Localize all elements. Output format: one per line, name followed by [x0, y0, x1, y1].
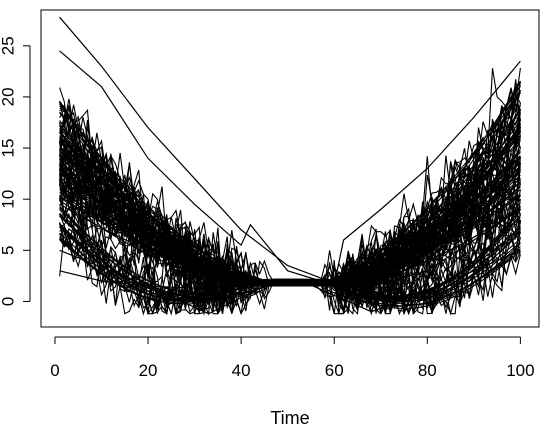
x-tick-label: 100	[506, 361, 534, 380]
series-line	[59, 50, 521, 286]
plot-area-frame	[40, 9, 540, 328]
series-line	[59, 16, 521, 284]
series-line	[59, 159, 521, 283]
x-axis-title: Time	[270, 408, 309, 428]
x-tick-label: 0	[50, 361, 59, 380]
x-tick-label: 60	[325, 361, 344, 380]
y-tick-label: 20	[0, 87, 18, 106]
y-tick-label: 0	[0, 297, 18, 306]
x-axis: 0 20 40 60 80 100	[50, 336, 535, 380]
y-tick-label: 25	[0, 36, 18, 55]
x-tick-label: 40	[232, 361, 251, 380]
y-tick-label: 5	[0, 246, 18, 255]
series-layer	[59, 16, 521, 316]
x-tick-label: 20	[139, 361, 158, 380]
series-line	[59, 249, 521, 315]
y-tick-label: 15	[0, 139, 18, 158]
series-line	[59, 103, 521, 294]
y-axis: 0 5 10 15 20 25	[0, 36, 31, 306]
x-tick-label: 80	[418, 361, 437, 380]
y-tick-label: 10	[0, 190, 18, 209]
series-line	[59, 167, 521, 285]
